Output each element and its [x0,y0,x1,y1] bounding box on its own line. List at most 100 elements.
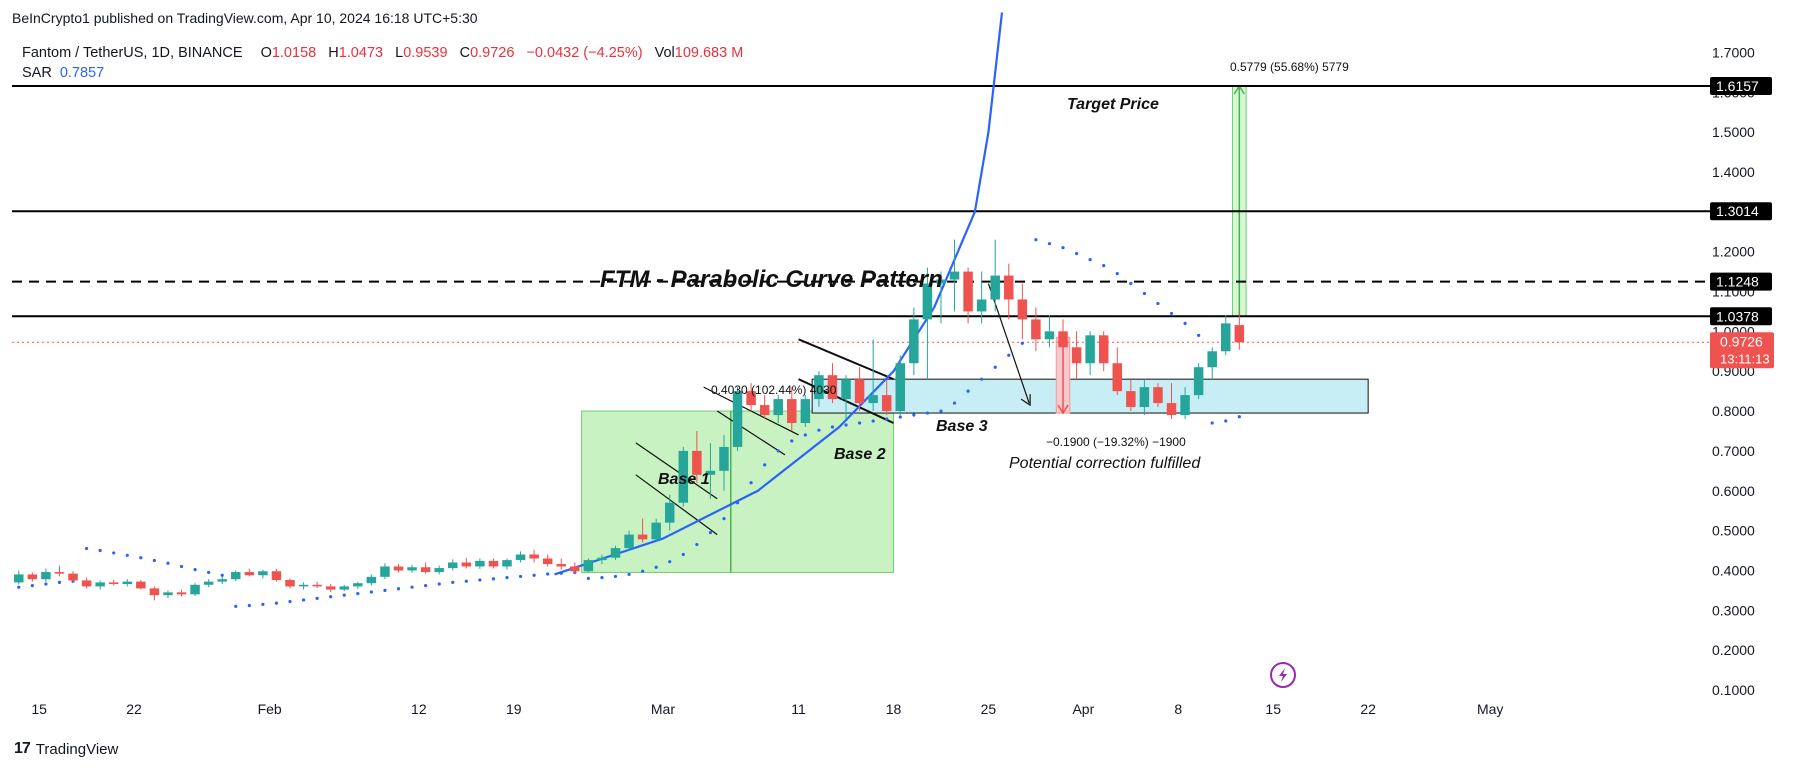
sar-legend[interactable]: SAR 0.7857 [22,65,104,81]
sar-dot-81 [1115,271,1119,276]
level-badge-1 [1710,202,1772,221]
candle-40 [556,558,566,570]
sar-dot-39 [546,572,550,576]
candle-body-15 [217,579,227,582]
annotation-base3: Base 3 [936,418,988,435]
candle-body-1 [27,574,38,580]
sar-dot-64 [885,417,889,421]
candle-body-56 [773,399,783,416]
open-value: 1.0158 [271,45,317,61]
candle-body-22 [312,584,322,587]
candle-37 [515,551,526,563]
level-badge-0 [1710,76,1772,95]
candle-body-27 [380,566,390,577]
sar-dot-45 [627,572,631,577]
sar-dot-78 [1074,252,1079,256]
sar-dot-47 [654,565,658,569]
candle-body-47 [651,522,661,540]
candle-body-48 [664,502,675,523]
candle-body-9 [136,581,146,589]
candle-62 [854,367,865,412]
candle-body-54 [746,391,756,406]
candle-5 [81,577,92,589]
candle-10 [149,586,160,601]
candle-body-65 [895,363,906,412]
candle-30 [420,562,431,574]
candle-body-69 [949,271,960,280]
ohlc-legend: Fantom / TetherUS, 1D, BINANCE O1.0158 H… [22,45,751,61]
candle-body-33 [461,562,472,567]
candle-68 [936,271,946,324]
tradingview-brand[interactable]: 17 TradingView [14,740,118,758]
candle-47 [651,518,661,541]
candle-body-42 [583,560,594,572]
sar-dot-12 [179,564,184,569]
sar-dot-37 [518,574,523,579]
candle-75 [1031,307,1041,352]
y-tick-1: 0.2000 [1712,642,1755,658]
x-tick-13: May [1477,701,1503,717]
candle-body-31 [434,568,444,573]
candle-27 [380,563,390,580]
candle-67 [922,267,933,380]
candle-48 [664,494,675,531]
sar-dot-88 [1210,421,1214,425]
symbol-label[interactable]: Fantom / TetherUS, 1D, BINANCE [22,45,243,61]
candle-body-88 [1207,351,1217,368]
change-value: −0.0432 (−4.25%) [526,45,643,61]
level-badge-2 [1710,272,1772,291]
candle-body-37 [515,554,526,561]
candle-15 [217,576,227,584]
candle-body-68 [936,279,946,284]
y-tick-0: 0.1000 [1712,682,1755,698]
sar-dot-2 [44,582,48,586]
chart-title: FTM - Parabolic Curve Pattern [600,266,943,293]
x-tick-1: 22 [126,701,142,717]
sar-dot-68 [939,409,943,413]
sar-dot-5 [84,546,89,551]
x-tick-4: 19 [506,701,522,717]
sar-dot-85 [1169,311,1174,316]
sar-dot-30 [424,583,428,588]
base2-channel-lower [716,410,786,456]
candle-28 [393,564,404,573]
sar-dot-46 [641,569,645,573]
candle-43 [597,554,607,565]
candle-body-4 [68,573,78,581]
candle-body-45 [624,534,634,549]
candle-body-13 [190,584,200,595]
candle-1 [27,572,38,582]
sar-dot-31 [437,582,441,586]
candle-body-90 [1234,325,1245,343]
candle-60 [827,363,838,404]
candle-14 [203,579,214,588]
candle-83 [1139,379,1150,416]
candle-69 [949,239,960,312]
sar-dot-63 [871,419,875,423]
sar-dot-70 [966,389,970,393]
candle-31 [434,565,444,575]
candle-53 [732,387,743,451]
brand-name: TradingView [35,740,119,758]
candle-body-14 [203,581,214,585]
y-tick-2: 0.3000 [1712,602,1755,618]
measure-down-label: −0.1900 (−19.32%) −1900 [1046,435,1186,449]
sar-dot-83 [1142,291,1146,296]
candle-4 [68,571,78,582]
sar-dot-33 [464,579,468,583]
candle-body-83 [1139,387,1150,408]
candle-body-89 [1221,323,1231,352]
candle-body-25 [353,583,363,587]
candle-46 [637,518,648,543]
candle-body-28 [393,566,404,571]
candle-body-58 [800,399,811,424]
y-tick-7: 0.8000 [1712,403,1755,419]
sar-dot-16 [234,604,238,608]
sar-dot-36 [505,576,509,580]
candle-body-36 [502,560,512,567]
sar-dot-32 [451,580,455,585]
candle-body-79 [1085,335,1095,364]
candle-body-59 [814,375,824,400]
candle-9 [136,580,146,590]
